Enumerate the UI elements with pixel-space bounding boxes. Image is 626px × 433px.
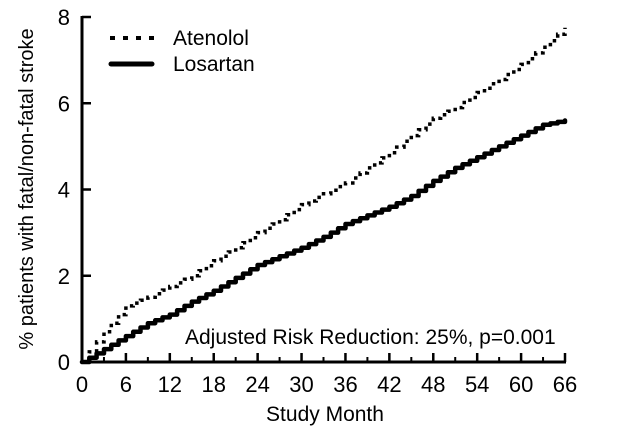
x-tick-label-0: 0: [76, 372, 88, 397]
x-tick-label-66: 66: [553, 372, 577, 397]
x-tick-label-42: 42: [377, 372, 401, 397]
legend: Atenolol Losartan: [108, 27, 255, 76]
x-tick-label-60: 60: [509, 372, 533, 397]
risk-reduction-annotation: Adjusted Risk Reduction: 25%, p=0.001: [185, 326, 556, 349]
x-tick-label-18: 18: [201, 372, 225, 397]
y-tick-label-0: 0: [58, 350, 70, 375]
x-axis-label: Study Month: [266, 403, 384, 426]
atenolol-curve: [82, 27, 567, 364]
x-tick-label-36: 36: [333, 372, 357, 397]
y-tick-label-8: 8: [58, 5, 70, 30]
y-tick-label-2: 2: [58, 264, 70, 289]
y-tick-label-4: 4: [58, 178, 70, 203]
x-tick-label-30: 30: [289, 372, 313, 397]
y-axis-label: % patients with fatal/non-fatal stroke: [16, 28, 38, 349]
x-tick-label-48: 48: [421, 372, 445, 397]
x-tick-label-54: 54: [465, 372, 489, 397]
losartan-curve: [79, 118, 568, 365]
y-tick-label-6: 6: [58, 91, 70, 116]
x-tick-label-6: 6: [120, 372, 132, 397]
axis-spines: [80, 16, 566, 364]
legend-label-losartan: Losartan: [173, 53, 255, 76]
x-tick-label-24: 24: [245, 372, 269, 397]
axes: [80, 15, 567, 364]
x-tick-label-12: 12: [158, 372, 182, 397]
legend-label-atenolol: Atenolol: [173, 27, 249, 50]
